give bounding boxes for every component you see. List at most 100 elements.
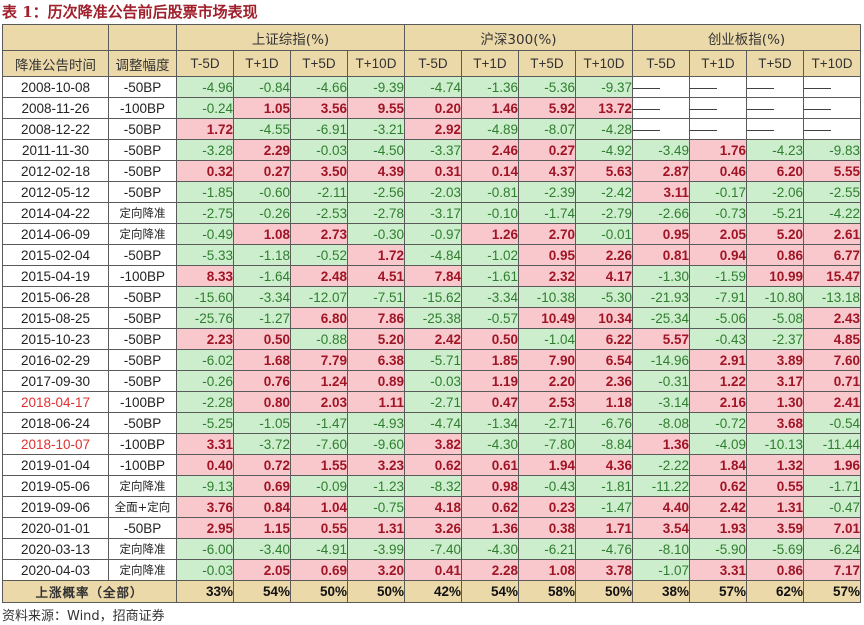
- cell-hs300-t+1d: -4.30: [461, 538, 519, 560]
- cell-cyb-t+1d: 3.31: [689, 559, 747, 581]
- cell-sh-t+10d: 4.39: [347, 160, 405, 182]
- cell-cyb-t-5d: -25.34: [632, 307, 690, 329]
- cell-sh-t+5d: 2.48: [290, 265, 348, 287]
- cell-adjustment: -50BP: [108, 244, 177, 266]
- cell-hs300-t-5d: -0.03: [404, 370, 462, 392]
- cell-cyb-t+10d: ——: [803, 97, 861, 119]
- cell-hs300-t+1d: 0.14: [461, 160, 519, 182]
- cell-sh-t+5d: 2.73: [290, 223, 348, 245]
- cell-sh-t+5d: -7.60: [290, 433, 348, 455]
- cell-cyb-t+5d: 6.20: [746, 160, 804, 182]
- cell-cyb-t+1d: -0.17: [689, 181, 747, 203]
- cell-adjustment: -100BP: [108, 391, 177, 413]
- cell-announcement-date: 2014-04-22: [2, 202, 109, 224]
- cell-hs300-t+5d: 2.32: [518, 265, 576, 287]
- cell-hs300-t+10d: 4.36: [575, 454, 633, 476]
- cell-sh-t+1d: -1.05: [233, 412, 291, 434]
- cell-hs300-t+1d: 0.50: [461, 328, 519, 350]
- cell-sh-t+1d: 2.05: [233, 559, 291, 581]
- cell-sh-t+5d: -4.66: [290, 76, 348, 98]
- cell-hs300-t-5d: 0.41: [404, 559, 462, 581]
- cell-cyb-t+10d: 1.96: [803, 454, 861, 476]
- table-row: 2019-05-06 定向降准 -9.13 0.69 -0.09 -1.23 -8.32 0.…: [2, 475, 861, 497]
- cell-sh-t+1d: -3.34: [233, 286, 291, 308]
- cell-hs300-t-5d: -5.71: [404, 349, 462, 371]
- cell-sh-t+10d: -4.50: [347, 139, 405, 161]
- header-cyb-t-5d: T-5D: [632, 50, 690, 77]
- cell-cyb-t+5d: 3.89: [746, 349, 804, 371]
- cell-hs300-t-5d: 0.31: [404, 160, 462, 182]
- cell-cyb-t+1d: -0.43: [689, 328, 747, 350]
- cell-sh-t+1d: 0.84: [233, 496, 291, 518]
- cell-sh-t-5d: -6.00: [176, 538, 234, 560]
- cell-hs300-t+1d: 1.36: [461, 517, 519, 539]
- cell-hs300-t-5d: 3.82: [404, 433, 462, 455]
- cell-announcement-date: 2019-05-06: [2, 475, 109, 497]
- cell-sh-t+10d: 5.20: [347, 328, 405, 350]
- cell-cyb-t+10d: 6.77: [803, 244, 861, 266]
- cell-sh-t-5d: -2.28: [176, 391, 234, 413]
- cell-sh-t+5d: -6.91: [290, 118, 348, 140]
- cell-adjustment: 定向降准: [108, 475, 177, 497]
- cell-sh-t-5d: 8.33: [176, 265, 234, 287]
- cell-cyb-t-5d: 5.57: [632, 328, 690, 350]
- cell-adjustment: 全面+定向: [108, 496, 177, 518]
- cell-cyb-t+10d: 5.55: [803, 160, 861, 182]
- cell-sh-t+10d: 3.20: [347, 559, 405, 581]
- cell-sh-t+5d: 1.04: [290, 496, 348, 518]
- cell-adjustment: 定向降准: [108, 223, 177, 245]
- cell-cyb-t+10d: -4.22: [803, 202, 861, 224]
- cell-sh-t+5d: -0.88: [290, 328, 348, 350]
- cell-hs300-t+5d: -0.43: [518, 475, 576, 497]
- cell-cyb-t+10d: -13.18: [803, 286, 861, 308]
- cell-hs300-t+10d: 1.18: [575, 391, 633, 413]
- cell-hs300-t+5d: 0.95: [518, 244, 576, 266]
- cell-hs300-t+10d: -8.84: [575, 433, 633, 455]
- cell-hs300-t+5d: -2.71: [518, 412, 576, 434]
- cell-sh-t-5d: -5.33: [176, 244, 234, 266]
- cell-hs300-t+10d: 5.63: [575, 160, 633, 182]
- cell-adjustment: -50BP: [108, 139, 177, 161]
- cell-sh-t+5d: -0.52: [290, 244, 348, 266]
- cell-hs300-t+5d: -7.80: [518, 433, 576, 455]
- cell-announcement-date: 2008-11-26: [2, 97, 109, 119]
- summary-cyb-t+1d: 57%: [689, 580, 747, 603]
- cell-cyb-t+5d: -5.08: [746, 307, 804, 329]
- cell-sh-t+1d: 0.69: [233, 475, 291, 497]
- cell-hs300-t+1d: -1.36: [461, 76, 519, 98]
- cell-cyb-t+10d: -0.54: [803, 412, 861, 434]
- cell-sh-t-5d: 3.76: [176, 496, 234, 518]
- cell-cyb-t+5d: 1.30: [746, 391, 804, 413]
- cell-cyb-t-5d: -0.31: [632, 370, 690, 392]
- cell-sh-t+10d: -0.30: [347, 223, 405, 245]
- cell-hs300-t+5d: -6.21: [518, 538, 576, 560]
- cell-hs300-t-5d: 3.26: [404, 517, 462, 539]
- cell-cyb-t-5d: 3.11: [632, 181, 690, 203]
- cell-cyb-t+1d: -1.59: [689, 265, 747, 287]
- table-row: 2017-09-30 -50BP -0.26 0.76 1.24 0.89 -0.03 1.1…: [2, 370, 861, 392]
- cell-cyb-t+5d: 0.86: [746, 244, 804, 266]
- cell-sh-t+1d: 1.15: [233, 517, 291, 539]
- header-sh-t+10d: T+10D: [347, 50, 405, 77]
- table-row: 2019-09-06 全面+定向 3.76 0.84 1.04 -0.75 4.18 0.62…: [2, 496, 861, 518]
- cell-sh-t-5d: 2.23: [176, 328, 234, 350]
- cell-hs300-t+5d: -1.04: [518, 328, 576, 350]
- cell-sh-t+10d: -9.39: [347, 76, 405, 98]
- header-cyb-t+10d: T+10D: [803, 50, 861, 77]
- cell-announcement-date: 2012-05-12: [2, 181, 109, 203]
- cell-cyb-t-5d: -11.22: [632, 475, 690, 497]
- cell-hs300-t-5d: -15.62: [404, 286, 462, 308]
- cell-adjustment: 定向降准: [108, 538, 177, 560]
- summary-row: 上涨概率（全部） 33% 54% 50% 50% 42% 54% 58% 50%…: [2, 580, 861, 603]
- table-row: 2011-11-30 -50BP -3.28 2.29 -0.03 -4.50 -3.37 2…: [2, 139, 861, 161]
- rrr-cut-market-performance-table: 上证综指(%) 沪深300(%) 创业板指(%) 降准公告时间 调整幅度 T-5…: [2, 24, 861, 603]
- header-group-row: 上证综指(%) 沪深300(%) 创业板指(%): [2, 24, 861, 51]
- cell-hs300-t+1d: -0.57: [461, 307, 519, 329]
- cell-cyb-t+1d: -4.09: [689, 433, 747, 455]
- cell-sh-t+10d: -2.56: [347, 181, 405, 203]
- cell-cyb-t+10d: 7.01: [803, 517, 861, 539]
- cell-cyb-t+1d: 1.76: [689, 139, 747, 161]
- table-row: 2020-01-01 -50BP 2.95 1.15 0.55 1.31 3.26 1.36 0…: [2, 517, 861, 539]
- cell-cyb-t+1d: 0.62: [689, 475, 747, 497]
- cell-sh-t+10d: 7.86: [347, 307, 405, 329]
